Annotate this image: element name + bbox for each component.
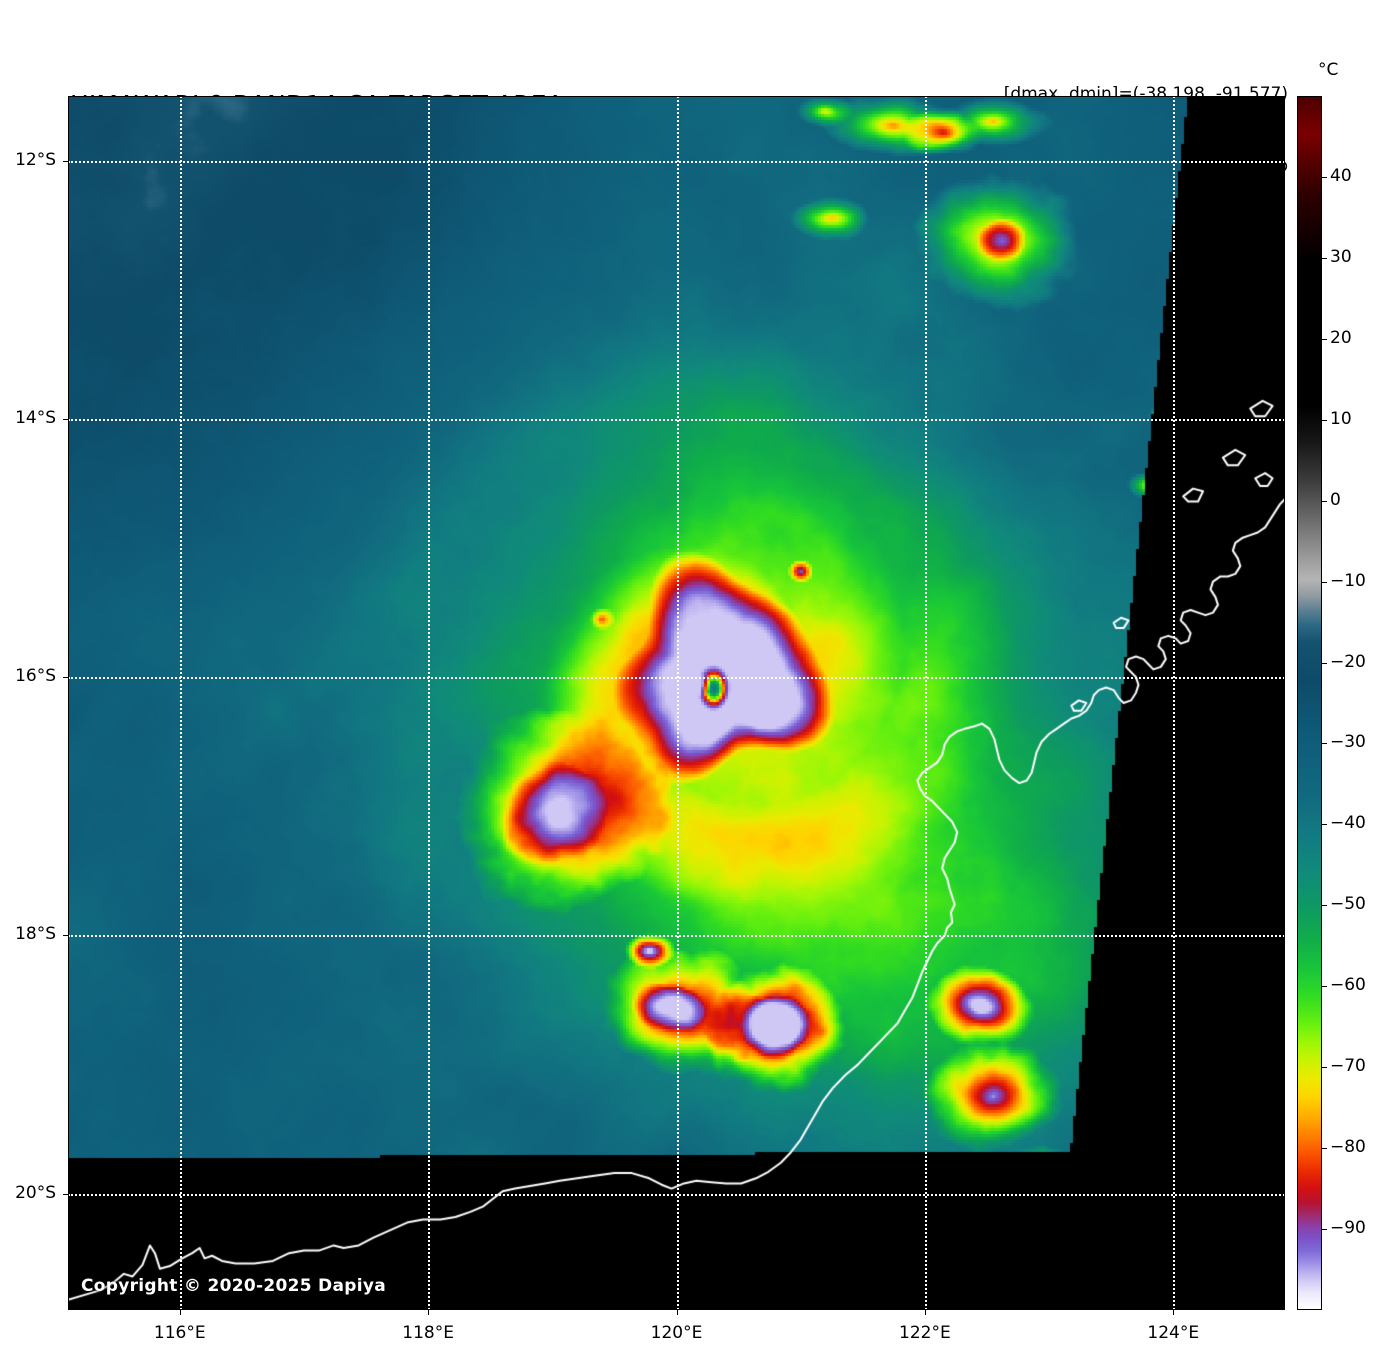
colorbar-unit-label: °C (1318, 60, 1339, 80)
colorbar-tick-label: −60 (1330, 975, 1366, 996)
colorbar-tick-mark (1322, 338, 1327, 340)
colorbar-tick-mark (1322, 743, 1327, 745)
ytick-label: 14°S (15, 407, 56, 428)
colorbar-tick-mark (1322, 905, 1327, 907)
colorbar-tick-mark (1322, 581, 1327, 583)
colorbar-tick-label: −90 (1330, 1218, 1366, 1239)
ytick-label: 20°S (15, 1182, 56, 1203)
xtick-label: 120°E (650, 1323, 703, 1343)
ytick-label: 12°S (15, 149, 56, 170)
colorbar-tick-label: −40 (1330, 813, 1366, 834)
xtick-label: 118°E (402, 1323, 454, 1343)
colorbar-tick-label: 20 (1330, 327, 1352, 348)
colorbar-tick-mark (1322, 662, 1327, 664)
colorbar-tick-mark (1322, 986, 1327, 988)
colorbar-tick-label: −50 (1330, 894, 1366, 915)
ytick-mark-16 (63, 677, 68, 679)
colorbar-tick-label: −70 (1330, 1056, 1366, 1077)
colorbar-tick-label: 40 (1330, 165, 1352, 186)
xtick-mark-118 (428, 1310, 430, 1315)
colorbar-tick-label: 0 (1330, 489, 1341, 510)
ytick-mark-18 (63, 935, 68, 937)
xtick-label: 116°E (153, 1323, 206, 1343)
colorbar-tick-mark (1322, 1067, 1327, 1069)
xtick-mark-116 (179, 1310, 181, 1315)
colorbar-tick-label: −80 (1330, 1137, 1366, 1158)
colorbar-tick-mark (1322, 1148, 1327, 1150)
colorbar-tick-label: 10 (1330, 408, 1352, 429)
satellite-infrared-image (68, 96, 1285, 1310)
ytick-label: 18°S (15, 924, 56, 945)
colorbar-tick-mark (1322, 824, 1327, 826)
colorbar-tick-mark (1322, 419, 1327, 421)
ytick-label: 16°S (15, 666, 56, 687)
xtick-mark-120 (676, 1310, 678, 1315)
colorbar-tick-label: −30 (1330, 732, 1366, 753)
xtick-mark-122 (924, 1310, 926, 1315)
colorbar-tick-mark (1322, 257, 1327, 259)
colorbar-tick-mark (1322, 176, 1327, 178)
colorbar-tick-label: 30 (1330, 246, 1352, 267)
colorbar-tick-label: −20 (1330, 651, 1366, 672)
colorbar-tick-label: −10 (1330, 570, 1366, 591)
xtick-label: 124°E (1147, 1323, 1200, 1343)
ytick-mark-12 (63, 160, 68, 162)
colorbar-tick-mark (1322, 500, 1327, 502)
ytick-mark-14 (63, 418, 68, 420)
copyright-label: Copyright © 2020-2025 Dapiya (81, 1276, 386, 1296)
temperature-colorbar (1297, 96, 1322, 1310)
ytick-mark-20 (63, 1193, 68, 1195)
colorbar-tick-mark (1322, 1229, 1327, 1231)
satellite-plot-area: Copyright © 2020-2025 Dapiya (68, 96, 1285, 1310)
xtick-label: 122°E (899, 1323, 951, 1343)
xtick-mark-124 (1173, 1310, 1175, 1315)
